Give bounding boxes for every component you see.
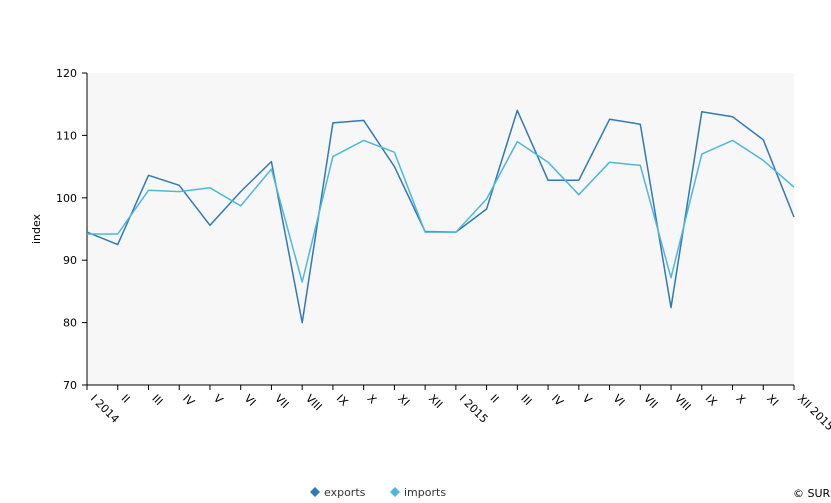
x-tick-label: VIII: [303, 392, 324, 413]
x-tick-label: I 2015: [457, 392, 491, 426]
x-tick-label: III: [149, 392, 165, 408]
legend-label-exports: exports: [324, 486, 366, 499]
x-tick-label: VIII: [672, 392, 693, 413]
y-tick-label: 90: [63, 254, 77, 267]
y-axis-ticks: 70 80 90 100 110 120: [56, 67, 87, 392]
x-tick-label: IX: [703, 392, 720, 409]
x-tick-label: IV: [549, 392, 566, 409]
x-tick-label: II: [487, 392, 501, 406]
plot-background: [87, 73, 794, 385]
x-tick-label: VI: [242, 392, 259, 409]
x-tick-label: VI: [610, 392, 627, 409]
x-tick-label: III: [518, 392, 534, 408]
y-tick-label: 70: [63, 379, 77, 392]
x-tick-label: X: [733, 392, 748, 407]
legend: exports imports: [310, 486, 446, 499]
series-line-imports: [87, 139, 795, 283]
legend-marker-exports: [310, 487, 320, 497]
y-tick-label: 80: [63, 317, 77, 330]
x-tick-label: X: [365, 392, 380, 407]
x-tick-label: II: [119, 392, 133, 406]
y-tick-label: 100: [56, 192, 77, 205]
legend-marker-imports: [390, 487, 400, 497]
y-axis-title: index: [30, 213, 43, 244]
credit-label: © SURS: [793, 487, 831, 500]
x-tick-label: IV: [180, 392, 197, 409]
x-tick-label: V: [211, 392, 226, 407]
x-tick-label: V: [580, 392, 595, 407]
y-tick-label: 120: [56, 67, 77, 80]
x-tick-label: IX: [334, 392, 351, 409]
x-tick-label: I 2014: [88, 392, 122, 426]
x-tick-label: XI: [764, 392, 781, 409]
x-tick-label: XI: [395, 392, 412, 409]
x-tick-label: VII: [272, 392, 291, 411]
y-tick-label: 110: [56, 129, 77, 142]
series-lines: [86, 109, 795, 324]
x-tick-label: XII: [426, 392, 445, 411]
x-tick-label: XII 2015: [795, 392, 831, 433]
x-tick-label: VII: [641, 392, 660, 411]
legend-label-imports: imports: [404, 486, 446, 499]
